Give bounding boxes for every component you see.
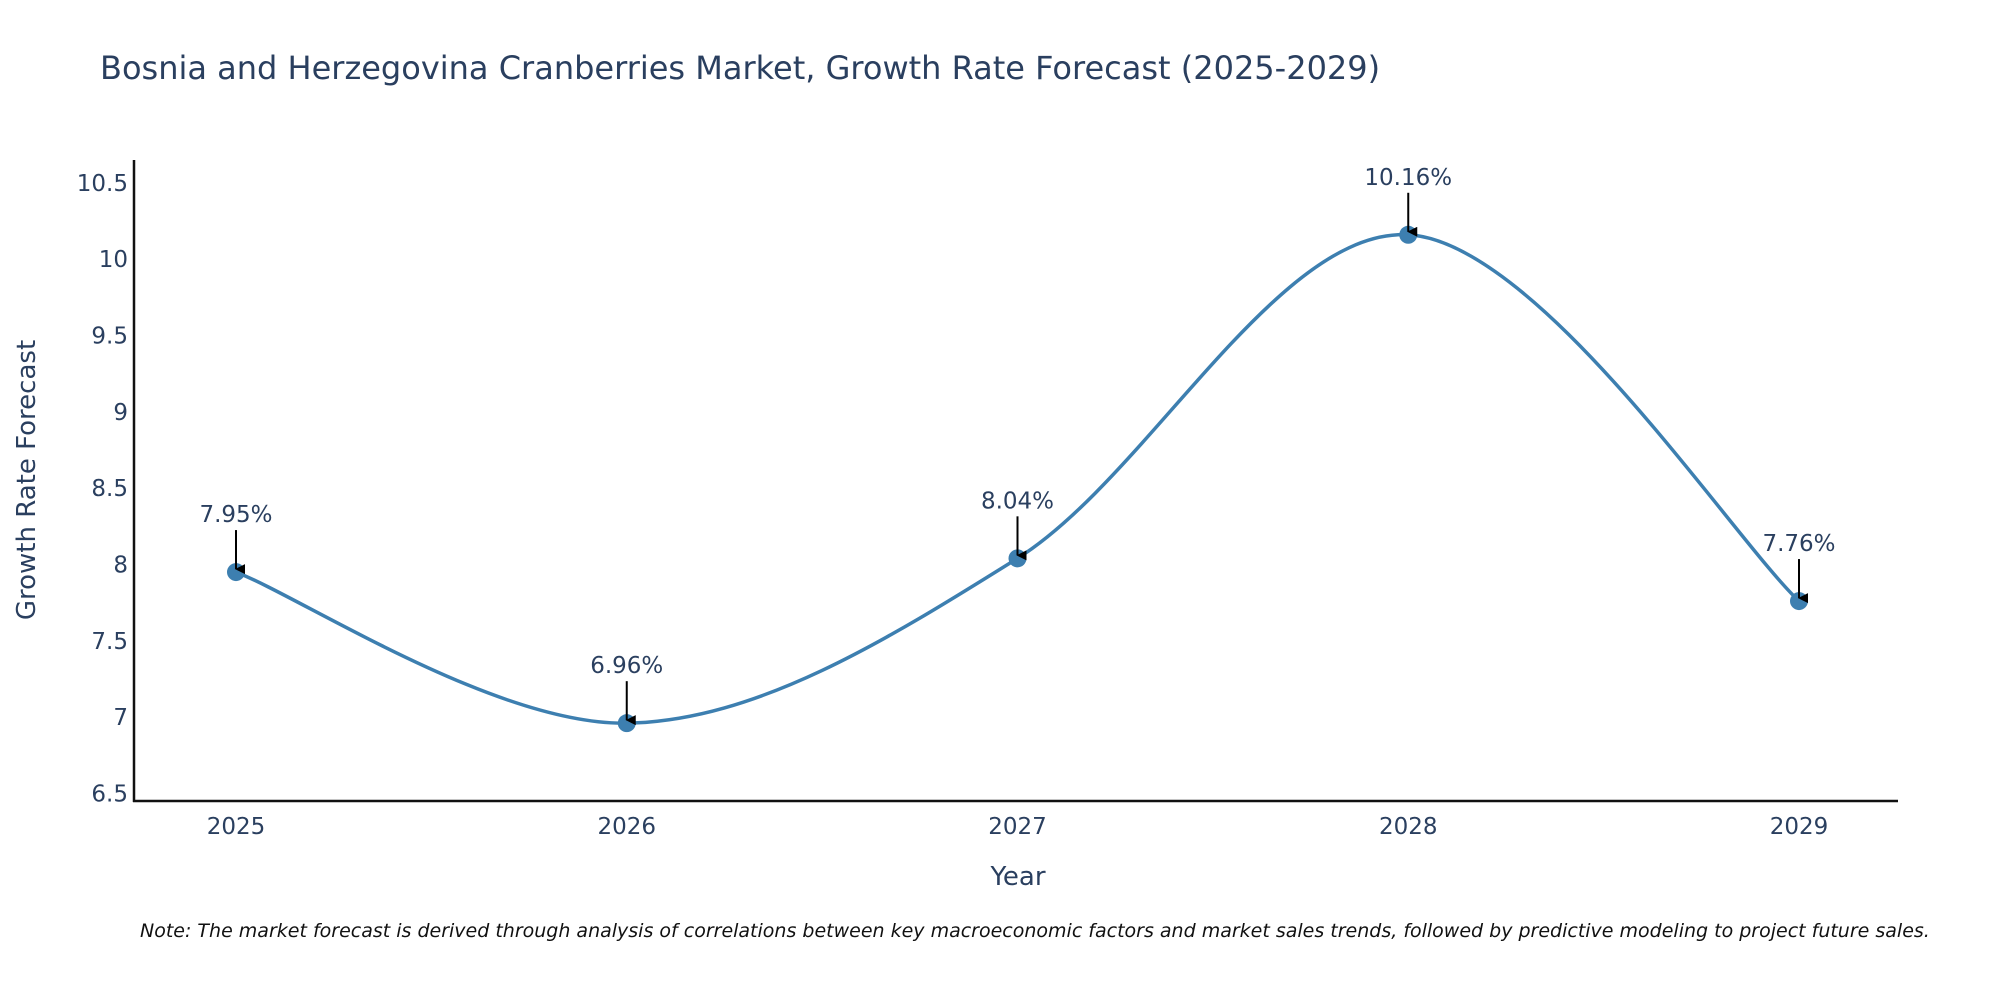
y-tick-label: 9 [113, 400, 128, 426]
series-line [235, 233, 1801, 725]
y-tick-label: 7 [113, 705, 128, 731]
x-tick-label: 2027 [988, 814, 1047, 840]
y-tick-label: 9.5 [91, 324, 128, 350]
chart-title: Bosnia and Herzegovina Cranberries Marke… [100, 49, 1380, 87]
y-tick-label: 6.5 [91, 781, 128, 807]
x-tick-label: 2026 [597, 814, 656, 840]
footnote: Note: The market forecast is derived thr… [140, 920, 1930, 942]
y-tick-label: 8.5 [91, 476, 128, 502]
x-tick-label: 2028 [1379, 814, 1438, 840]
data-label-annotations: 7.95% 6.96% 8.04% 10.16% 7.76% [199, 165, 1836, 726]
y-tick-label: 7.5 [91, 629, 128, 655]
y-tick-label: 10 [99, 247, 128, 273]
y-tick-label: 8 [113, 552, 128, 578]
data-label: 10.16% [1364, 165, 1452, 191]
data-label: 7.95% [199, 502, 272, 528]
data-points [227, 225, 1808, 733]
y-tick-label: 10.5 [77, 171, 128, 197]
data-label: 8.04% [981, 488, 1054, 514]
y-axis-ticks: 6.5 7 7.5 8 8.5 9 9.5 10 10.5 [77, 171, 128, 807]
x-axis-ticks: 2025 2026 2027 2028 2029 [207, 814, 1829, 840]
y-axis-title: Growth Rate Forecast [12, 340, 42, 620]
data-label: 6.96% [590, 653, 663, 679]
x-tick-label: 2029 [1770, 814, 1829, 840]
x-tick-label: 2025 [207, 814, 266, 840]
x-axis-title: Year [989, 862, 1045, 892]
data-label: 7.76% [1762, 531, 1835, 557]
